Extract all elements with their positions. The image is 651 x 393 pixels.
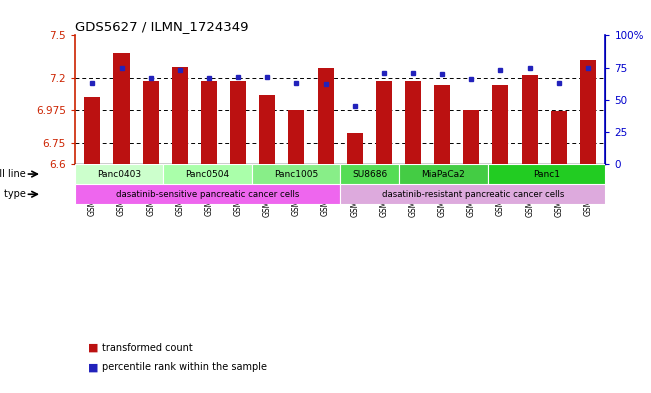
Text: ■: ■ xyxy=(88,362,98,373)
Bar xyxy=(492,85,508,164)
Bar xyxy=(376,81,392,164)
Bar xyxy=(143,81,159,164)
Bar xyxy=(399,164,488,184)
Bar xyxy=(318,68,333,164)
Text: Panc0403: Panc0403 xyxy=(97,169,141,178)
Text: Panc1: Panc1 xyxy=(533,169,560,178)
Text: dasatinib-resistant pancreatic cancer cells: dasatinib-resistant pancreatic cancer ce… xyxy=(381,190,564,199)
Bar xyxy=(75,184,340,204)
Text: cell line: cell line xyxy=(0,169,25,179)
Text: ■: ■ xyxy=(88,343,98,353)
Bar xyxy=(521,75,538,164)
Bar xyxy=(347,132,363,164)
Text: Panc0504: Panc0504 xyxy=(186,169,230,178)
Bar xyxy=(113,53,130,164)
Text: GDS5627 / ILMN_1724349: GDS5627 / ILMN_1724349 xyxy=(75,20,249,33)
Bar xyxy=(580,60,596,164)
Bar xyxy=(434,85,450,164)
Bar xyxy=(288,110,305,164)
Bar xyxy=(75,164,163,184)
Bar xyxy=(172,67,188,164)
Bar xyxy=(488,164,605,184)
Bar xyxy=(230,81,246,164)
Text: dasatinib-sensitive pancreatic cancer cells: dasatinib-sensitive pancreatic cancer ce… xyxy=(116,190,299,199)
Text: SU8686: SU8686 xyxy=(352,169,387,178)
Text: MiaPaCa2: MiaPaCa2 xyxy=(421,169,465,178)
Bar xyxy=(340,184,605,204)
Bar xyxy=(405,81,421,164)
Bar xyxy=(551,111,567,164)
Text: Panc1005: Panc1005 xyxy=(274,169,318,178)
Bar xyxy=(85,97,100,164)
Bar xyxy=(259,95,275,164)
Bar xyxy=(163,164,252,184)
Text: cell type: cell type xyxy=(0,189,25,199)
Bar xyxy=(252,164,340,184)
Text: transformed count: transformed count xyxy=(102,343,193,353)
Bar xyxy=(201,81,217,164)
Bar xyxy=(340,164,399,184)
Text: percentile rank within the sample: percentile rank within the sample xyxy=(102,362,267,373)
Bar xyxy=(464,110,479,164)
